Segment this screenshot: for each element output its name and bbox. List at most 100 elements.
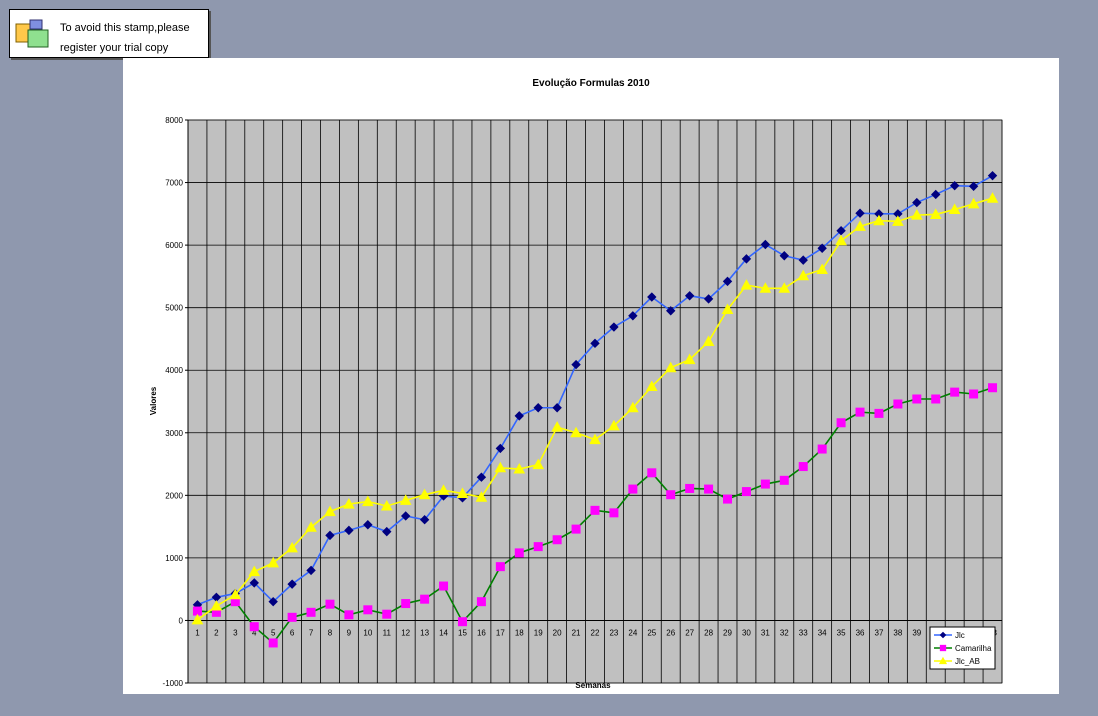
data-point-jlc xyxy=(855,208,865,218)
data-point-camarilha xyxy=(760,479,770,489)
data-point-jlc xyxy=(552,403,562,413)
data-point-jlc-ab xyxy=(816,263,829,275)
data-point-jlc-ab xyxy=(664,361,677,373)
x-tick-label: 31 xyxy=(761,628,770,637)
data-point-jlc-ab xyxy=(948,203,961,214)
data-point-camarilha xyxy=(287,612,297,622)
stamp-line-2: register your trial copy xyxy=(60,42,169,54)
windows-stamp-icon xyxy=(15,19,49,48)
data-point-jlc-ab xyxy=(702,335,715,346)
data-point-jlc-ab xyxy=(627,401,639,413)
data-point-camarilha xyxy=(476,597,486,607)
data-point-jlc xyxy=(741,254,752,264)
data-point-camarilha xyxy=(268,638,278,648)
series-camarilha xyxy=(192,383,998,648)
y-axis-label: Valores xyxy=(149,386,158,415)
data-point-jlc-ab xyxy=(475,491,488,502)
x-tick-label: 18 xyxy=(515,628,524,637)
data-point-jlc xyxy=(628,311,638,321)
x-tick-label: 5 xyxy=(271,628,276,637)
x-tick-label: 16 xyxy=(477,628,486,637)
x-tick-label: 8 xyxy=(328,628,333,637)
data-point-jlc xyxy=(533,403,543,413)
x-tick-label: 2 xyxy=(214,628,219,637)
x-tick-label: 25 xyxy=(647,628,656,637)
y-tick-label: 7000 xyxy=(165,179,183,188)
data-point-jlc-ab xyxy=(267,556,280,568)
data-point-jlc-ab xyxy=(305,521,317,532)
x-tick-label: 35 xyxy=(837,628,846,637)
x-tick-label: 17 xyxy=(496,628,505,637)
data-point-jlc-ab xyxy=(456,487,469,498)
data-point-jlc-ab xyxy=(551,421,563,432)
data-point-jlc xyxy=(968,181,979,192)
x-tick-label: 37 xyxy=(875,628,884,637)
data-point-camarilha xyxy=(363,605,373,615)
trial-stamp: To avoid this stamp,please register your… xyxy=(9,9,209,58)
y-tick-label: -1000 xyxy=(163,679,184,688)
data-point-jlc-ab xyxy=(494,461,507,473)
data-point-jlc xyxy=(325,530,335,541)
x-tick-label: 11 xyxy=(383,628,392,637)
data-point-jlc-ab xyxy=(248,565,261,577)
data-point-camarilha xyxy=(704,484,714,494)
data-point-camarilha xyxy=(382,609,392,619)
legend-marker-camarilha xyxy=(939,644,947,652)
data-point-jlc xyxy=(590,338,600,349)
x-tick-label: 29 xyxy=(723,628,732,637)
x-tick-label: 1 xyxy=(195,628,200,637)
data-point-camarilha xyxy=(874,408,884,418)
x-tick-label: 7 xyxy=(309,628,314,637)
data-point-jlc xyxy=(987,170,998,181)
data-point-jlc-ab xyxy=(778,282,791,293)
data-point-camarilha xyxy=(590,505,600,515)
data-point-jlc-ab xyxy=(892,215,904,226)
data-point-camarilha xyxy=(325,599,335,609)
x-tick-label: 3 xyxy=(233,628,238,637)
data-point-jlc-ab xyxy=(191,613,204,625)
data-point-jlc xyxy=(798,255,808,265)
data-point-camarilha xyxy=(628,484,638,494)
data-point-jlc-ab xyxy=(797,269,810,281)
data-point-jlc-ab xyxy=(929,208,942,219)
data-point-camarilha xyxy=(893,399,903,409)
data-point-camarilha xyxy=(855,407,865,417)
data-point-jlc xyxy=(400,511,411,521)
data-point-jlc xyxy=(495,443,506,454)
data-point-jlc-ab xyxy=(532,458,545,470)
stamp-line-1: To avoid this stamp,please xyxy=(60,22,190,34)
data-point-camarilha xyxy=(439,581,449,591)
y-tick-label: 3000 xyxy=(165,429,183,438)
data-point-jlc-ab xyxy=(967,197,980,209)
x-tick-label: 20 xyxy=(553,628,562,637)
data-point-camarilha xyxy=(741,487,751,497)
x-tick-label: 22 xyxy=(591,628,600,637)
x-tick-label: 14 xyxy=(439,628,448,637)
x-tick-label: 19 xyxy=(534,628,543,637)
x-tick-label: 30 xyxy=(742,628,751,637)
data-point-camarilha xyxy=(457,617,467,627)
data-point-jlc-ab xyxy=(683,353,696,365)
chart-title: Evolução Formulas 2010 xyxy=(532,78,650,89)
x-tick-label: 12 xyxy=(401,628,410,637)
data-point-camarilha xyxy=(533,542,543,552)
data-point-camarilha xyxy=(249,622,259,632)
data-point-jlc-ab xyxy=(513,463,526,474)
data-point-jlc xyxy=(666,306,676,316)
data-point-jlc-ab xyxy=(570,426,582,438)
x-tick-label: 15 xyxy=(458,628,467,637)
data-point-camarilha xyxy=(571,524,581,534)
series-jlc xyxy=(192,170,998,610)
data-point-jlc xyxy=(703,294,714,304)
legend-label-jlc-ab: Jlc_AB xyxy=(955,657,980,666)
data-point-jlc-ab xyxy=(835,234,847,246)
x-tick-label: 27 xyxy=(685,628,694,637)
data-point-jlc-ab xyxy=(380,499,393,511)
data-point-jlc xyxy=(382,526,392,537)
data-point-camarilha xyxy=(950,387,960,397)
data-point-camarilha xyxy=(514,548,524,558)
legend: Jlc Camarilha Jlc_AB xyxy=(929,626,996,670)
data-point-camarilha xyxy=(931,394,941,404)
data-point-camarilha xyxy=(988,383,998,393)
data-point-camarilha xyxy=(495,562,505,572)
